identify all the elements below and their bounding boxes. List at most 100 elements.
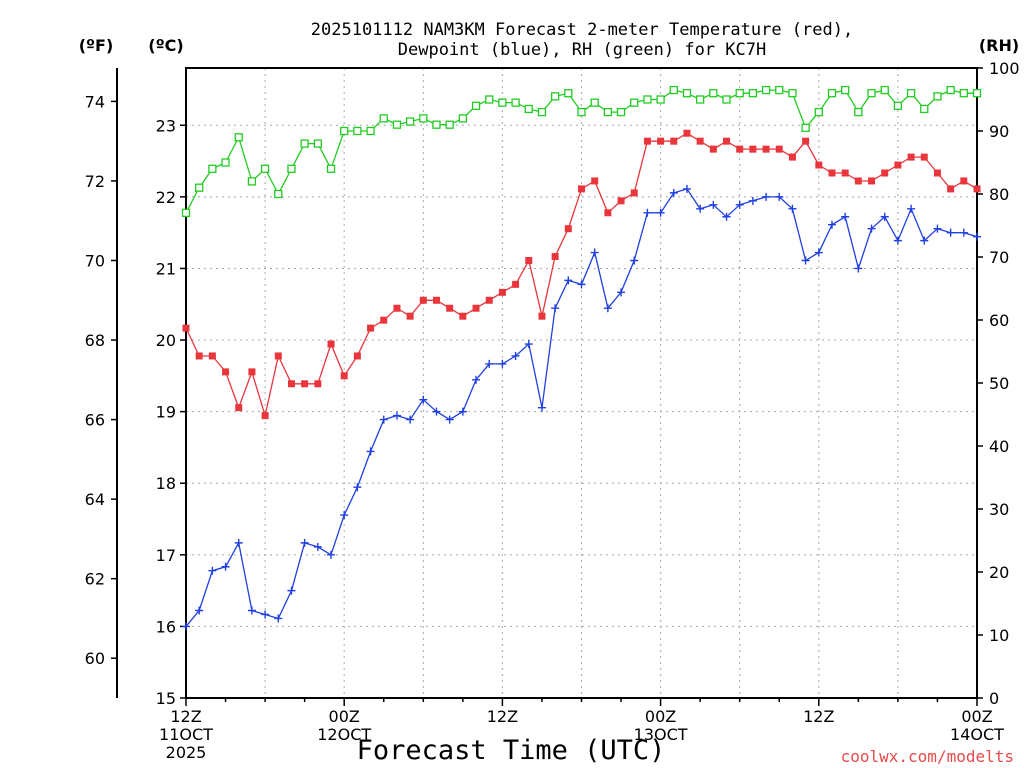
rh-point: [748, 89, 758, 98]
temperature-point: [894, 161, 902, 169]
celsius-tick-label: 20: [156, 331, 176, 350]
temperature-point: [432, 296, 440, 304]
dewpoint-point: [313, 542, 322, 551]
rh-tick-label: 60: [989, 311, 1009, 330]
dewpoint-point: [722, 212, 731, 221]
celsius-unit-label: (ºC): [148, 36, 183, 55]
temperature-point: [564, 225, 572, 233]
rh-tick-label: 30: [989, 500, 1009, 519]
x-tick-label: 00Z: [961, 707, 992, 726]
x-tick-label: 12Z: [803, 707, 834, 726]
rh-tick-label: 40: [989, 437, 1009, 456]
dewpoint-point: [247, 606, 256, 615]
dewpoint-point: [814, 248, 823, 257]
temperature-point: [261, 412, 269, 420]
celsius-tick-label: 17: [156, 546, 176, 565]
dewpoint-point: [458, 407, 467, 416]
dewpoint-point: [748, 196, 757, 205]
temperature-point: [933, 169, 941, 177]
celsius-tick-label: 15: [156, 689, 176, 708]
temperature-point: [406, 312, 414, 320]
dewpoint-point: [669, 188, 678, 197]
celsius-tick-label: 18: [156, 474, 176, 493]
rh-point: [208, 164, 217, 173]
rh-point: [300, 139, 309, 148]
dewpoint-point: [287, 586, 296, 595]
fahrenheit-tick-label: 68: [85, 331, 105, 350]
rh-tick-label: 70: [989, 248, 1009, 267]
dewpoint-point: [234, 538, 243, 547]
dewpoint-point: [973, 232, 981, 241]
fahrenheit-unit-label: (ºF): [79, 36, 114, 55]
temperature-point: [907, 153, 915, 161]
rh-point: [722, 95, 731, 104]
temperature-point: [868, 177, 876, 185]
rh-point: [564, 89, 573, 98]
rh-point: [234, 133, 243, 142]
rh-point: [854, 107, 863, 117]
fahrenheit-tick-label: 66: [85, 411, 105, 430]
chart-title-line-1: 2025101112 NAM3KM Forecast 2-meter Tempe…: [311, 20, 853, 40]
temperature-point: [525, 257, 533, 264]
fahrenheit-tick-label: 60: [85, 649, 105, 668]
temperature-point: [657, 137, 665, 145]
dewpoint-point: [603, 304, 612, 313]
temperature-point: [314, 380, 322, 388]
temperature-point: [828, 169, 836, 177]
dewpoint-point: [762, 192, 771, 201]
temperature-point: [301, 380, 309, 388]
dewpoint-point: [656, 208, 665, 217]
rh-tick-label: 50: [989, 374, 1009, 393]
temperature-point: [762, 145, 770, 153]
rh-point: [419, 114, 428, 123]
dewpoint-point: [854, 264, 863, 273]
rh-point: [392, 120, 402, 129]
temperature-point: [696, 137, 704, 145]
tick-labels: 15 16 17 18 19 20 21 22 23 60 62 64 66 68 70 72 74 0 10 20 3…: [85, 59, 1020, 762]
temperature-point: [815, 161, 823, 169]
temperature-point: [222, 368, 230, 376]
temperature-point: [973, 185, 981, 193]
x-tick-label: 00Z: [645, 707, 676, 726]
temperature-point: [775, 145, 783, 153]
temperature-point: [353, 352, 361, 360]
dewpoint-point: [709, 200, 718, 209]
credit-link[interactable]: coolwx.com/modelts: [841, 747, 1014, 766]
rh-point: [485, 95, 494, 104]
temperature-point: [947, 185, 955, 193]
dewpoint-point: [406, 415, 415, 424]
dewpoint-point: [551, 304, 560, 313]
chart-title-line-2: Dewpoint (blue), RH (green) for KC7H: [398, 40, 766, 60]
dewpoint-point: [524, 340, 533, 349]
x-tick-label: 11OCT: [159, 725, 213, 744]
temperature-point: [248, 368, 256, 376]
series-layer: [181, 85, 982, 631]
dewpoint-point: [392, 411, 401, 420]
axes: [111, 67, 983, 706]
fahrenheit-tick-label: 72: [85, 172, 105, 191]
x-tick-label: 13OCT: [634, 725, 688, 744]
rh-point: [379, 114, 388, 123]
dewpoint-point: [590, 248, 599, 257]
temperature-point: [208, 352, 216, 360]
rh-point: [603, 107, 613, 117]
temperature-point: [419, 296, 427, 304]
celsius-tick-label: 22: [156, 188, 176, 207]
rh-point: [247, 177, 257, 186]
dewpoint-point: [907, 204, 916, 213]
dewpoint-point: [775, 192, 784, 201]
rh-tick-label: 80: [989, 185, 1009, 204]
rh-point: [366, 126, 375, 136]
x-tick-label: 12Z: [170, 707, 201, 726]
rh-tick-label: 90: [989, 122, 1009, 141]
dewpoint-point: [274, 614, 283, 623]
rh-point: [709, 89, 718, 98]
temperature-point: [709, 145, 717, 153]
fahrenheit-tick-label: 74: [85, 92, 105, 111]
rh-point: [181, 208, 191, 218]
rh-point: [682, 89, 692, 98]
dewpoint-point: [867, 224, 876, 233]
temperature-point: [195, 352, 203, 360]
celsius-tick-label: 21: [156, 259, 176, 278]
temperature-point: [538, 312, 546, 320]
